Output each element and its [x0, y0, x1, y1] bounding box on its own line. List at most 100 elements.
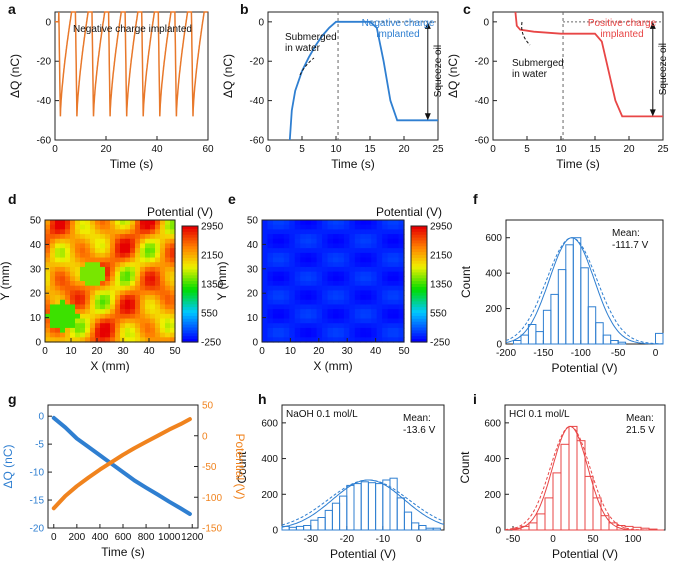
heatmap-cell	[75, 220, 81, 226]
heatmap-cell	[80, 299, 86, 306]
heatmap-cell	[349, 266, 356, 273]
x-tick-label: -10	[376, 534, 391, 545]
heatmap-cell	[322, 309, 329, 315]
heatmap-cell	[150, 243, 156, 249]
heatmap-cell	[300, 224, 307, 230]
x-tick-label: 0	[265, 144, 271, 155]
y-tick-label: 30	[247, 264, 259, 275]
heatmap-cell	[165, 285, 171, 291]
heatmap-cell	[65, 299, 71, 306]
heatmap-cell	[150, 285, 156, 291]
histogram-bar	[346, 484, 355, 531]
heatmap-cell	[278, 313, 285, 320]
heatmap-cell	[65, 323, 71, 329]
x-tick-label: 1000	[158, 532, 181, 543]
heatmap-cell	[349, 290, 356, 296]
heatmap-cell	[120, 304, 126, 310]
colorbar-segment	[411, 269, 427, 273]
heatmap-cell	[145, 248, 151, 254]
heatmap-cell	[140, 243, 146, 249]
heatmap-cell	[125, 327, 131, 334]
heatmap-cell	[333, 276, 340, 282]
colorbar-segment	[182, 228, 198, 233]
heatmap-cell	[322, 252, 329, 259]
y-tick-label: -60	[475, 136, 490, 147]
heatmap-cell	[75, 266, 81, 273]
heatmap-cell	[120, 248, 126, 254]
heatmap-cell	[90, 243, 96, 249]
heatmap-cell	[289, 295, 296, 301]
heatmap-cell	[80, 262, 86, 268]
heatmap-cell	[55, 337, 61, 343]
y-tick-label: -60	[37, 136, 52, 147]
heatmap-cell	[272, 281, 279, 287]
heatmap-cell	[145, 257, 151, 263]
heatmap-cell	[120, 295, 126, 301]
heatmap-cell	[50, 257, 56, 263]
heatmap-cell	[393, 266, 400, 273]
heatmap-cell	[75, 252, 81, 259]
heatmap-cell	[60, 332, 66, 338]
heatmap-cell	[145, 313, 151, 320]
heatmap-cell	[294, 318, 301, 324]
colorbar-segment	[411, 240, 427, 244]
colorbar-segment	[182, 246, 198, 250]
colorbar-segment	[182, 336, 198, 340]
heatmap-cell	[60, 309, 66, 315]
heatmap-cell	[170, 276, 176, 282]
heatmap-cell	[145, 285, 151, 291]
heatmap-cell	[65, 276, 71, 282]
heatmap-cell	[294, 299, 301, 306]
heatmap-cell	[90, 304, 96, 310]
heatmap-cell	[45, 243, 51, 249]
heatmap-cell	[110, 332, 116, 338]
heatmap-cell	[387, 220, 394, 226]
heatmap-cell	[135, 271, 141, 277]
heatmap-cell	[50, 318, 56, 324]
heatmap-cell	[65, 285, 71, 291]
colorbar-segment	[182, 286, 198, 291]
heatmap-cell	[125, 238, 131, 245]
heatmap-cell	[311, 285, 318, 291]
heatmap-cell	[150, 257, 156, 263]
heatmap-cell	[376, 229, 383, 235]
heatmap-cell	[65, 281, 71, 287]
heatmap-cell	[100, 238, 106, 245]
heatmap-cell	[50, 290, 56, 296]
heatmap-cell	[382, 262, 389, 268]
heatmap-cell	[294, 332, 301, 338]
heatmap-cell	[120, 257, 126, 263]
heatmap-cell	[80, 271, 86, 277]
heatmap-cell	[60, 323, 66, 329]
heatmap-cell	[130, 323, 136, 329]
heatmap-cell	[60, 285, 66, 291]
heatmap-cell	[322, 299, 329, 306]
colorbar-title: Potential (V)	[147, 205, 213, 219]
heatmap-cell	[45, 248, 51, 254]
heatmap-cell	[393, 220, 400, 226]
heatmap-cell	[60, 299, 66, 306]
x-tick-label: 20	[313, 346, 325, 357]
heatmap-cell	[316, 229, 323, 235]
heatmap-cell	[387, 276, 394, 282]
colorbar-tick-label: 1350	[430, 280, 453, 291]
heatmap-cell	[360, 281, 367, 287]
colorbar-segment	[411, 228, 427, 233]
heatmap-cell	[354, 266, 361, 273]
heatmap-cell	[333, 299, 340, 306]
heatmap-cell	[316, 224, 323, 230]
heatmap-cell	[150, 299, 156, 306]
heatmap-cell	[95, 276, 101, 282]
heatmap-cell	[130, 318, 136, 324]
heatmap-cell	[130, 234, 136, 240]
heatmap-cell	[50, 220, 56, 226]
x-tick-label: 20	[398, 144, 410, 155]
heatmap-cell	[170, 220, 176, 226]
heatmap-cell	[170, 271, 176, 277]
y2-tick-label: 50	[202, 401, 214, 412]
heatmap-cell	[45, 224, 51, 230]
heatmap-cell	[45, 220, 51, 226]
colorbar-segment	[411, 275, 427, 279]
heatmap-cell	[371, 290, 378, 296]
heatmap-cell	[360, 266, 367, 273]
